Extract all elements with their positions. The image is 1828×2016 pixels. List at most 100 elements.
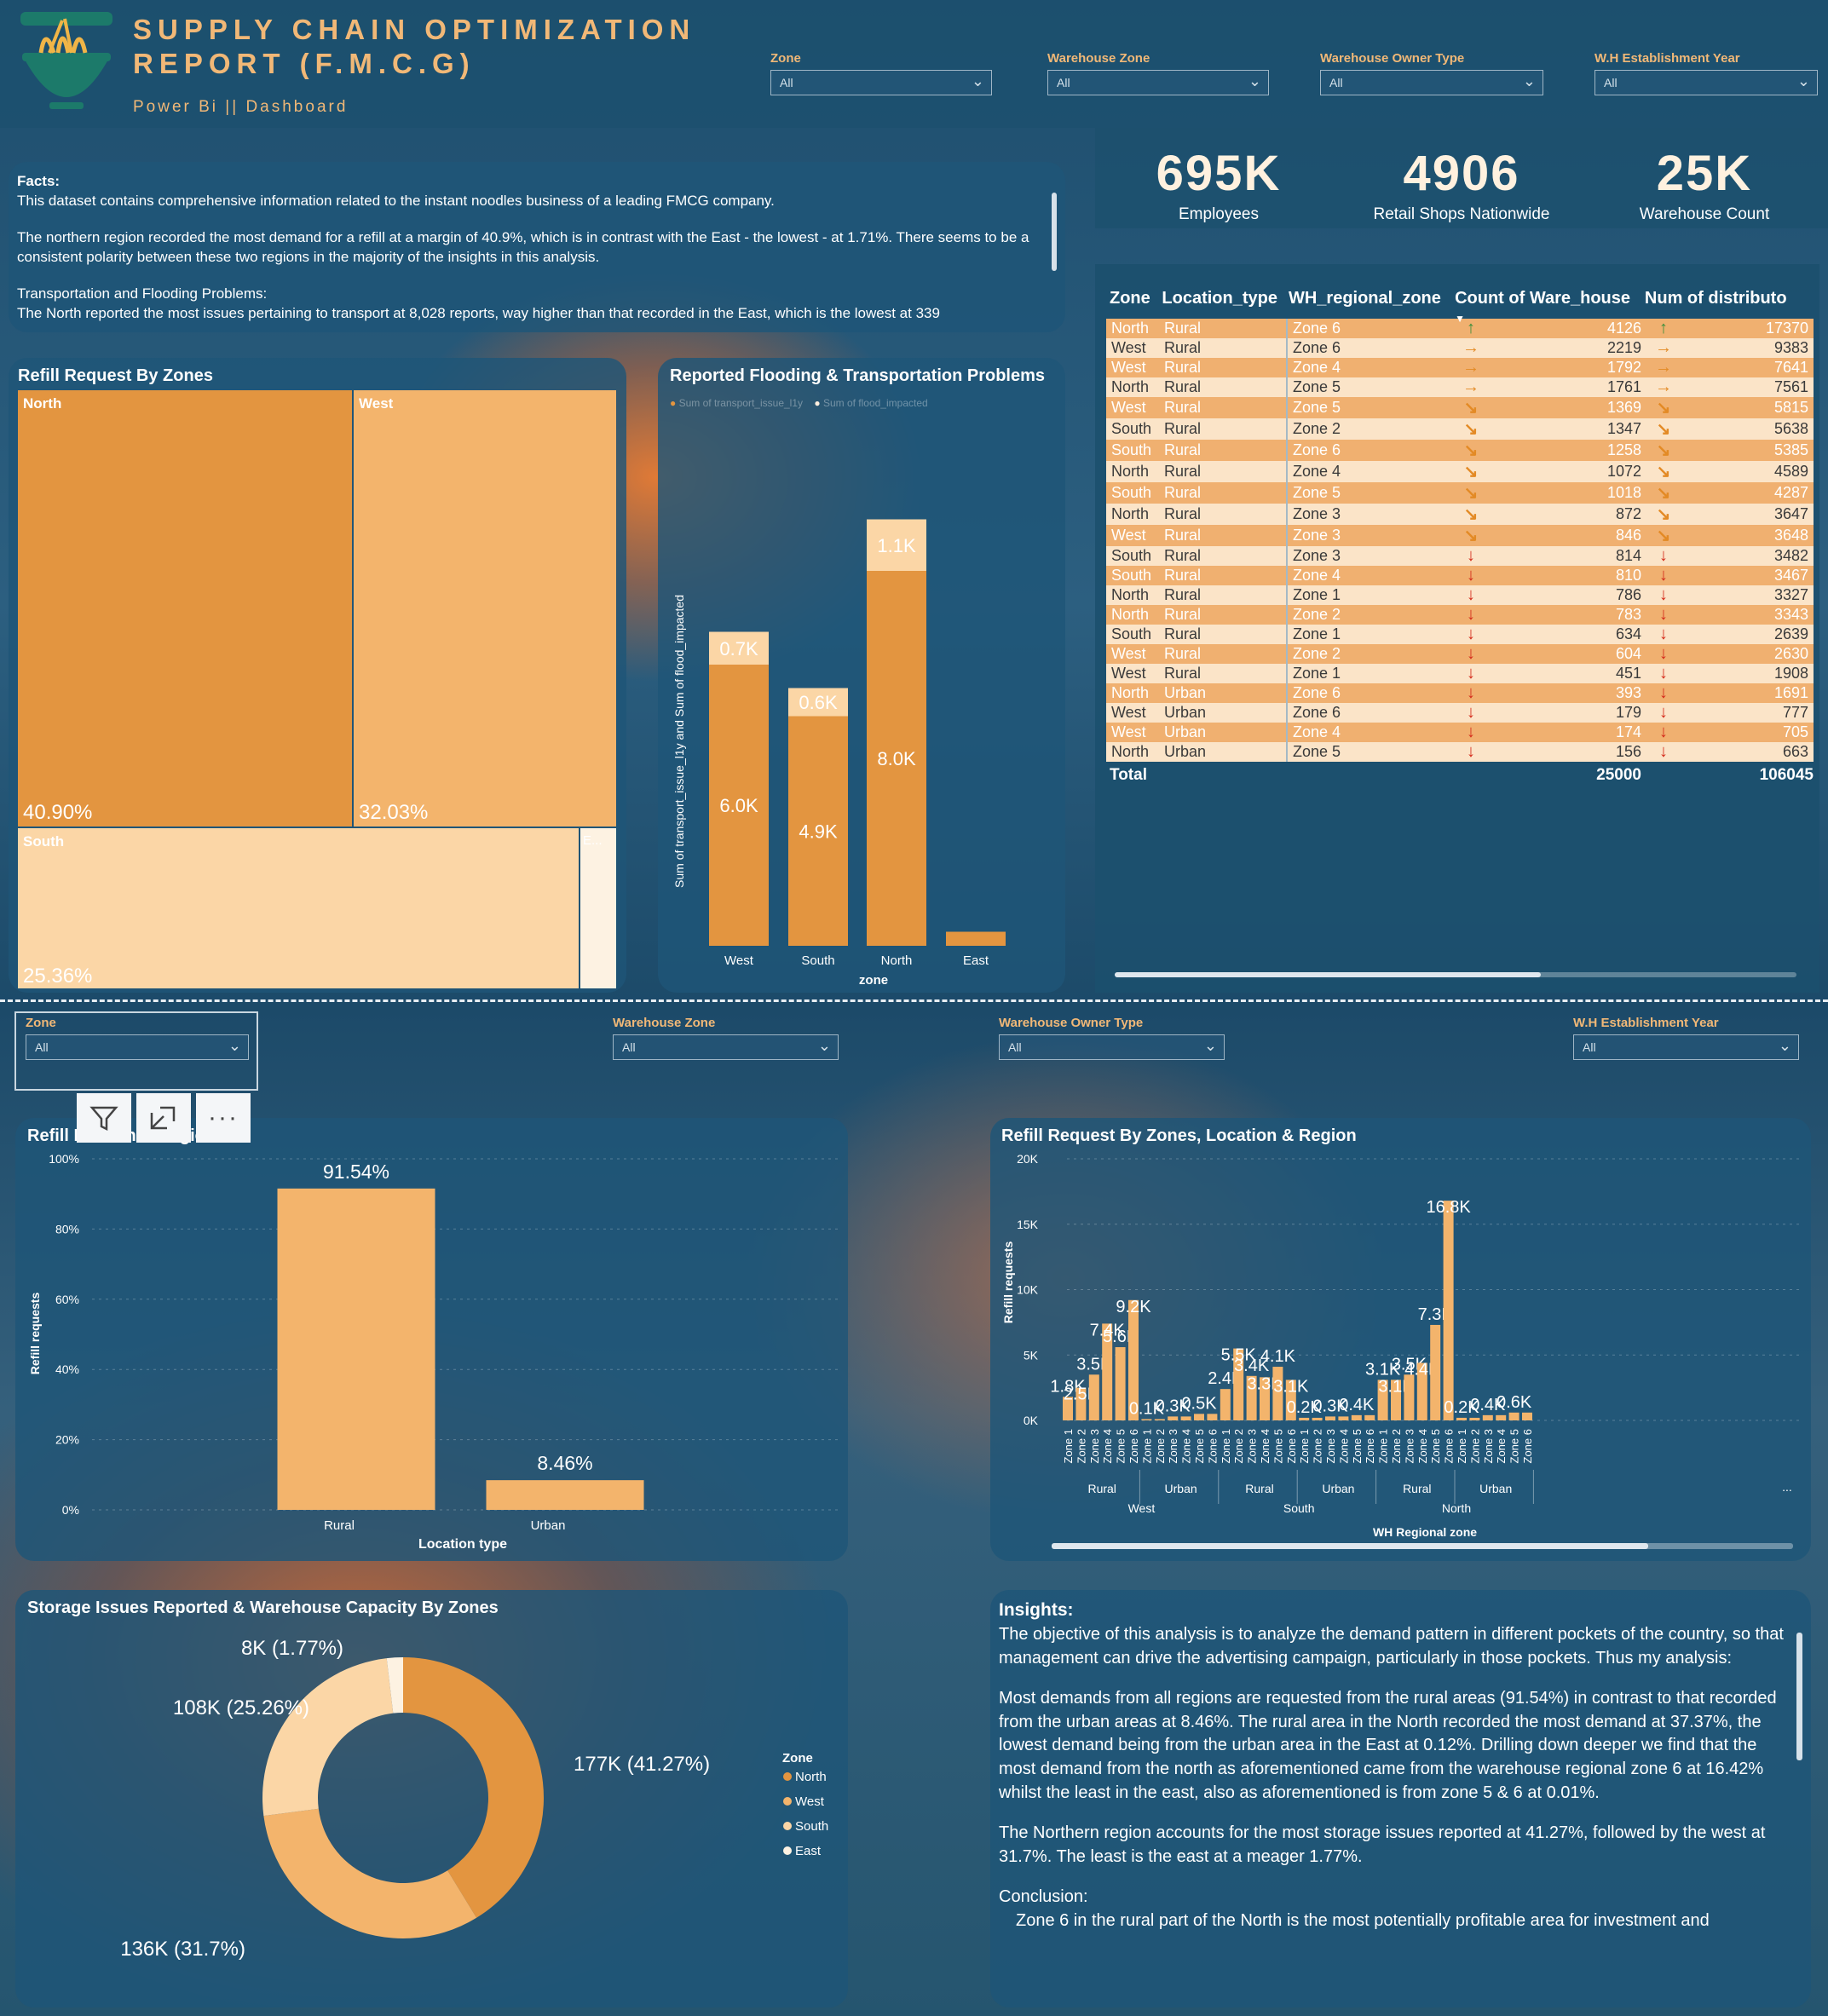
bar-transport-north[interactable] [867, 571, 926, 946]
table-row[interactable]: South Rural Zone 5 ↘ 1018 ↘ 4287 [1106, 482, 1814, 504]
bar-south-rural-zone2[interactable] [1233, 1348, 1244, 1420]
table-row[interactable]: North Urban Zone 6 ↓ 393 ↓ 1691 [1106, 683, 1814, 703]
table-row[interactable]: South Rural Zone 1 ↓ 634 ↓ 2639 [1106, 625, 1814, 644]
bar-north-urban-zone4[interactable] [1496, 1414, 1507, 1420]
bar-flood-south[interactable] [788, 688, 848, 717]
warehouse-zone-slicer-bottom[interactable]: Warehouse Zone All ⌄ [613, 1016, 839, 1060]
bar-north-rural-zone2[interactable] [1391, 1380, 1401, 1420]
owner-type-slicer-bottom[interactable]: Warehouse Owner Type All ⌄ [999, 1016, 1225, 1060]
chart-scrollbar-thumb[interactable] [1052, 1543, 1648, 1549]
table-horizontal-scrollbar[interactable] [1115, 972, 1796, 977]
bar-north-urban-zone3[interactable] [1482, 1414, 1493, 1420]
bar-north-urban-zone5[interactable] [1508, 1412, 1519, 1420]
bar-south-rural-zone5[interactable] [1272, 1367, 1283, 1420]
bar-west-urban-zone6[interactable] [1207, 1414, 1218, 1420]
bar-south-urban-zone3[interactable] [1325, 1416, 1335, 1420]
warehouse-zone-slicer-top[interactable]: Warehouse Zone All ⌄ [1047, 51, 1269, 95]
more-options-icon[interactable]: ··· [196, 1093, 251, 1143]
table-row[interactable]: West Rural Zone 4 → 1792 → 7641 [1106, 358, 1814, 377]
establishment-year-dropdown[interactable]: All ⌄ [1573, 1034, 1799, 1060]
table-row[interactable]: South Rural Zone 4 ↓ 810 ↓ 3467 [1106, 566, 1814, 585]
establishment-year-slicer-bottom[interactable]: W.H Establishment Year All ⌄ [1573, 1016, 1799, 1060]
bar-north-urban-zone6[interactable] [1522, 1412, 1532, 1420]
table-row[interactable]: West Rural Zone 6 → 2219 → 9383 [1106, 338, 1814, 358]
donut-slice-north[interactable] [403, 1657, 544, 1918]
bar-north-urban-zone1[interactable] [1456, 1417, 1467, 1420]
bar-urban[interactable] [486, 1480, 644, 1510]
bar-south-urban-zone5[interactable] [1351, 1414, 1362, 1420]
bar-south-rural-zone6[interactable] [1285, 1380, 1296, 1420]
table-row[interactable]: South Rural Zone 6 ↘ 1258 ↘ 5385 [1106, 440, 1814, 461]
bar-south-rural-zone1[interactable] [1220, 1389, 1231, 1420]
table-row[interactable]: West Rural Zone 5 ↘ 1369 ↘ 5815 [1106, 397, 1814, 418]
bar-transport-west[interactable] [709, 665, 769, 946]
bar-south-rural-zone4[interactable] [1260, 1377, 1270, 1420]
treemap-tile-south[interactable]: South 25.36% [18, 828, 579, 988]
bar-north-urban-zone2[interactable] [1469, 1417, 1480, 1420]
establishment-year-slicer-top[interactable]: W.H Establishment Year All ⌄ [1594, 51, 1818, 95]
column-header[interactable]: Zone [1110, 288, 1150, 308]
table-row[interactable]: South Rural Zone 2 ↘ 1347 ↘ 5638 [1106, 418, 1814, 440]
zone-slicer-dropdown[interactable]: All ⌄ [770, 70, 992, 95]
bar-west-rural-zone4[interactable] [1102, 1323, 1113, 1420]
bar-north-rural-zone3[interactable] [1404, 1374, 1415, 1420]
bar-south-urban-zone4[interactable] [1338, 1416, 1349, 1420]
column-header[interactable]: Location_type [1162, 288, 1277, 308]
table-row[interactable]: West Rural Zone 1 ↓ 451 ↓ 1908 [1106, 664, 1814, 683]
filter-icon[interactable] [77, 1093, 131, 1143]
bar-west-urban-zone3[interactable] [1168, 1416, 1179, 1420]
bar-west-urban-zone2[interactable] [1154, 1419, 1165, 1420]
column-header[interactable]: Count of Ware_house ▼ [1455, 289, 1645, 325]
facts-scrollbar[interactable] [1052, 193, 1057, 271]
warehouse-zone-dropdown[interactable]: All ⌄ [1047, 70, 1269, 95]
bar-west-rural-zone3[interactable] [1088, 1374, 1099, 1420]
table-row[interactable]: West Urban Zone 4 ↓ 174 ↓ 705 [1106, 723, 1814, 742]
treemap-tile-west[interactable]: West 32.03% [354, 390, 616, 827]
bar-flood-north[interactable] [867, 519, 926, 572]
table-row[interactable]: South Rural Zone 3 ↓ 814 ↓ 3482 [1106, 546, 1814, 566]
bar-north-rural-zone1[interactable] [1377, 1380, 1388, 1420]
bar-transport-south[interactable] [788, 716, 848, 947]
zone-slicer-top[interactable]: Zone All ⌄ [770, 51, 992, 95]
bar-flood-west[interactable] [709, 631, 769, 665]
bar-west-urban-zone5[interactable] [1194, 1414, 1204, 1420]
zone-slicer-dropdown[interactable]: All ⌄ [26, 1034, 249, 1060]
owner-type-slicer-top[interactable]: Warehouse Owner Type All ⌄ [1320, 51, 1543, 95]
establishment-year-dropdown[interactable]: All ⌄ [1594, 70, 1818, 95]
owner-type-dropdown[interactable]: All ⌄ [999, 1034, 1225, 1060]
legend-entry[interactable]: North [795, 1770, 827, 1784]
bar-south-urban-zone2[interactable] [1312, 1417, 1323, 1420]
table-row[interactable]: West Rural Zone 2 ↓ 604 ↓ 2630 [1106, 644, 1814, 664]
table-row[interactable]: North Rural Zone 4 ↘ 1072 ↘ 4589 [1106, 461, 1814, 482]
treemap-tile-east[interactable]: E... [580, 828, 616, 988]
donut-slice-east[interactable] [386, 1657, 403, 1714]
bar-west-urban-zone4[interactable] [1180, 1416, 1191, 1420]
legend-entry[interactable]: South [795, 1819, 828, 1834]
insights-scrollbar[interactable] [1796, 1633, 1802, 1760]
donut-slice-south[interactable] [262, 1658, 394, 1817]
column-header[interactable]: Num of distributo [1644, 288, 1787, 308]
bar-north-rural-zone4[interactable] [1416, 1362, 1427, 1420]
bar-transport-east[interactable] [946, 931, 1006, 947]
column-header[interactable]: WH_regional_zone [1288, 288, 1441, 308]
focus-mode-icon[interactable] [136, 1093, 191, 1143]
table-row[interactable]: North Rural Zone 5 → 1761 → 7561 [1106, 377, 1814, 397]
bar-west-rural-zone5[interactable] [1115, 1347, 1126, 1420]
table-row[interactable]: West Urban Zone 6 ↓ 179 ↓ 777 [1106, 703, 1814, 723]
bar-north-rural-zone6[interactable] [1443, 1201, 1454, 1420]
bar-south-urban-zone1[interactable] [1299, 1417, 1310, 1420]
table-row[interactable]: West Rural Zone 3 ↘ 846 ↘ 3648 [1106, 525, 1814, 546]
donut-slice-west[interactable] [263, 1808, 477, 1938]
bar-south-rural-zone3[interactable] [1246, 1375, 1257, 1420]
legend-entry[interactable]: East [795, 1844, 822, 1858]
owner-type-dropdown[interactable]: All ⌄ [1320, 70, 1543, 95]
bar-south-urban-zone6[interactable] [1364, 1414, 1375, 1420]
bar-west-rural-zone2[interactable] [1075, 1387, 1087, 1420]
bar-rural[interactable] [277, 1188, 435, 1510]
bar-north-rural-zone5[interactable] [1430, 1324, 1441, 1420]
table-row[interactable]: North Rural Zone 6 ↑ 4126 ↑ 17370 [1106, 319, 1814, 338]
bar-west-rural-zone6[interactable] [1128, 1299, 1139, 1420]
warehouse-zone-dropdown[interactable]: All ⌄ [613, 1034, 839, 1060]
treemap-tile-north[interactable]: North 40.90% [18, 390, 352, 827]
table-row[interactable]: North Rural Zone 2 ↓ 783 ↓ 3343 [1106, 605, 1814, 625]
